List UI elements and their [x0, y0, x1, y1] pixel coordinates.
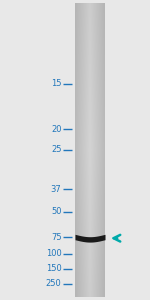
Text: 250: 250	[46, 279, 62, 288]
Text: 150: 150	[46, 264, 62, 273]
Text: 100: 100	[46, 249, 62, 258]
Text: 25: 25	[51, 146, 62, 154]
Text: 15: 15	[51, 80, 62, 88]
Text: 20: 20	[51, 124, 62, 134]
Text: 75: 75	[51, 232, 61, 242]
Text: 37: 37	[51, 184, 62, 194]
Text: 50: 50	[51, 207, 62, 216]
